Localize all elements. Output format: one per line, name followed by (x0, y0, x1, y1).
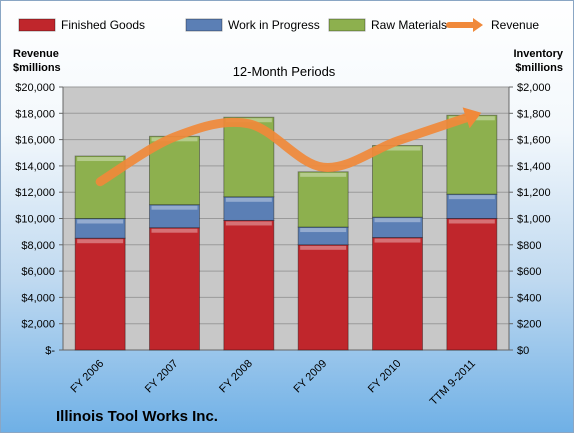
right-tick-label: $1,200 (517, 187, 551, 199)
right-tick-label: $1,600 (517, 135, 551, 147)
x-tick-label: FY 2010 (366, 358, 404, 396)
left-tick-label: $6,000 (21, 266, 55, 278)
bar-raw-materials (372, 145, 423, 218)
right-tick-label: $600 (517, 266, 541, 278)
left-tick-label: $10,000 (15, 214, 55, 226)
line-arrowhead (462, 107, 482, 129)
bar-finished-goods (149, 227, 200, 351)
bar-finished-goods (372, 237, 423, 351)
x-tick-label: FY 2008 (217, 358, 255, 396)
left-tick-label: $20,000 (15, 82, 55, 94)
left-tick-label: $18,000 (15, 108, 55, 120)
bar-highlight (77, 157, 124, 162)
bar-finished-goods (446, 218, 498, 351)
right-axis-title-line1: Inventory (513, 48, 563, 60)
legend-swatch-finished-goods (18, 18, 56, 32)
bar-highlight (151, 205, 198, 210)
legend-label-raw-materials: Raw Materials (371, 18, 447, 32)
bar-highlight (300, 172, 347, 177)
x-tick-label: FY 2006 (69, 358, 107, 396)
legend-swatch-work-in-progress (185, 18, 223, 32)
legend-arrow (473, 18, 483, 32)
legend-label-finished-goods: Finished Goods (61, 18, 145, 32)
bar-highlight (374, 218, 421, 223)
right-tick-label: $2,000 (517, 82, 551, 94)
right-tick-label: $800 (517, 240, 541, 252)
bar-highlight (448, 195, 495, 200)
company-name: Illinois Tool Works Inc. (56, 408, 218, 425)
right-tick-label: $1,800 (517, 108, 551, 120)
x-tick-label: FY 2007 (143, 358, 181, 396)
right-tick-label: $400 (517, 292, 541, 304)
bar-finished-goods (74, 237, 126, 351)
left-tick-label: $- (45, 345, 55, 357)
bar-highlight (225, 221, 272, 226)
bar-finished-goods (223, 219, 275, 351)
left-tick-label: $16,000 (15, 135, 55, 147)
right-tick-label: $1,000 (517, 214, 551, 226)
right-tick-label: $0 (517, 345, 529, 357)
legend-label-revenue: Revenue (491, 18, 539, 32)
x-tick-label: TTM 9-2011 (428, 358, 478, 408)
bar-highlight (77, 239, 124, 244)
legend-label-work-in-progress: Work in Progress (228, 18, 320, 32)
x-tick-label: FY 2009 (292, 358, 330, 396)
left-axis-title-line1: Revenue (13, 48, 59, 60)
bar-highlight (300, 245, 347, 250)
bar-highlight (374, 238, 421, 243)
bar-work-in-progress (446, 193, 498, 219)
left-tick-label: $2,000 (21, 319, 55, 331)
bar-highlight (225, 197, 272, 202)
bar-highlight (374, 146, 421, 151)
right-tick-label: $1,400 (517, 161, 551, 173)
left-tick-label: $14,000 (15, 161, 55, 173)
left-tick-label: $12,000 (15, 187, 55, 199)
bar-raw-materials (446, 114, 498, 195)
plot-area: $- $0 $2,000 $200 $4,000 $400 $6,000 $600 $8,000… (15, 82, 550, 408)
left-axis-title-line2: $millions (13, 62, 61, 74)
bar-highlight (300, 228, 347, 233)
bar-finished-goods (297, 244, 349, 351)
bar-raw-materials (297, 171, 349, 228)
left-tick-label: $8,000 (21, 240, 55, 252)
legend: Finished Goods Work in Progress Raw Materi… (18, 18, 539, 32)
left-tick-label: $4,000 (21, 292, 55, 304)
right-tick-label: $200 (517, 319, 541, 331)
chart-subtitle: 12-Month Periods (233, 64, 336, 79)
legend-swatch-raw-materials (328, 18, 366, 32)
bar-highlight (151, 228, 198, 233)
right-axis-title-line2: $millions (515, 62, 563, 74)
bar-highlight (448, 219, 495, 224)
line-revenue (95, 111, 477, 187)
bar-highlight (77, 219, 124, 224)
